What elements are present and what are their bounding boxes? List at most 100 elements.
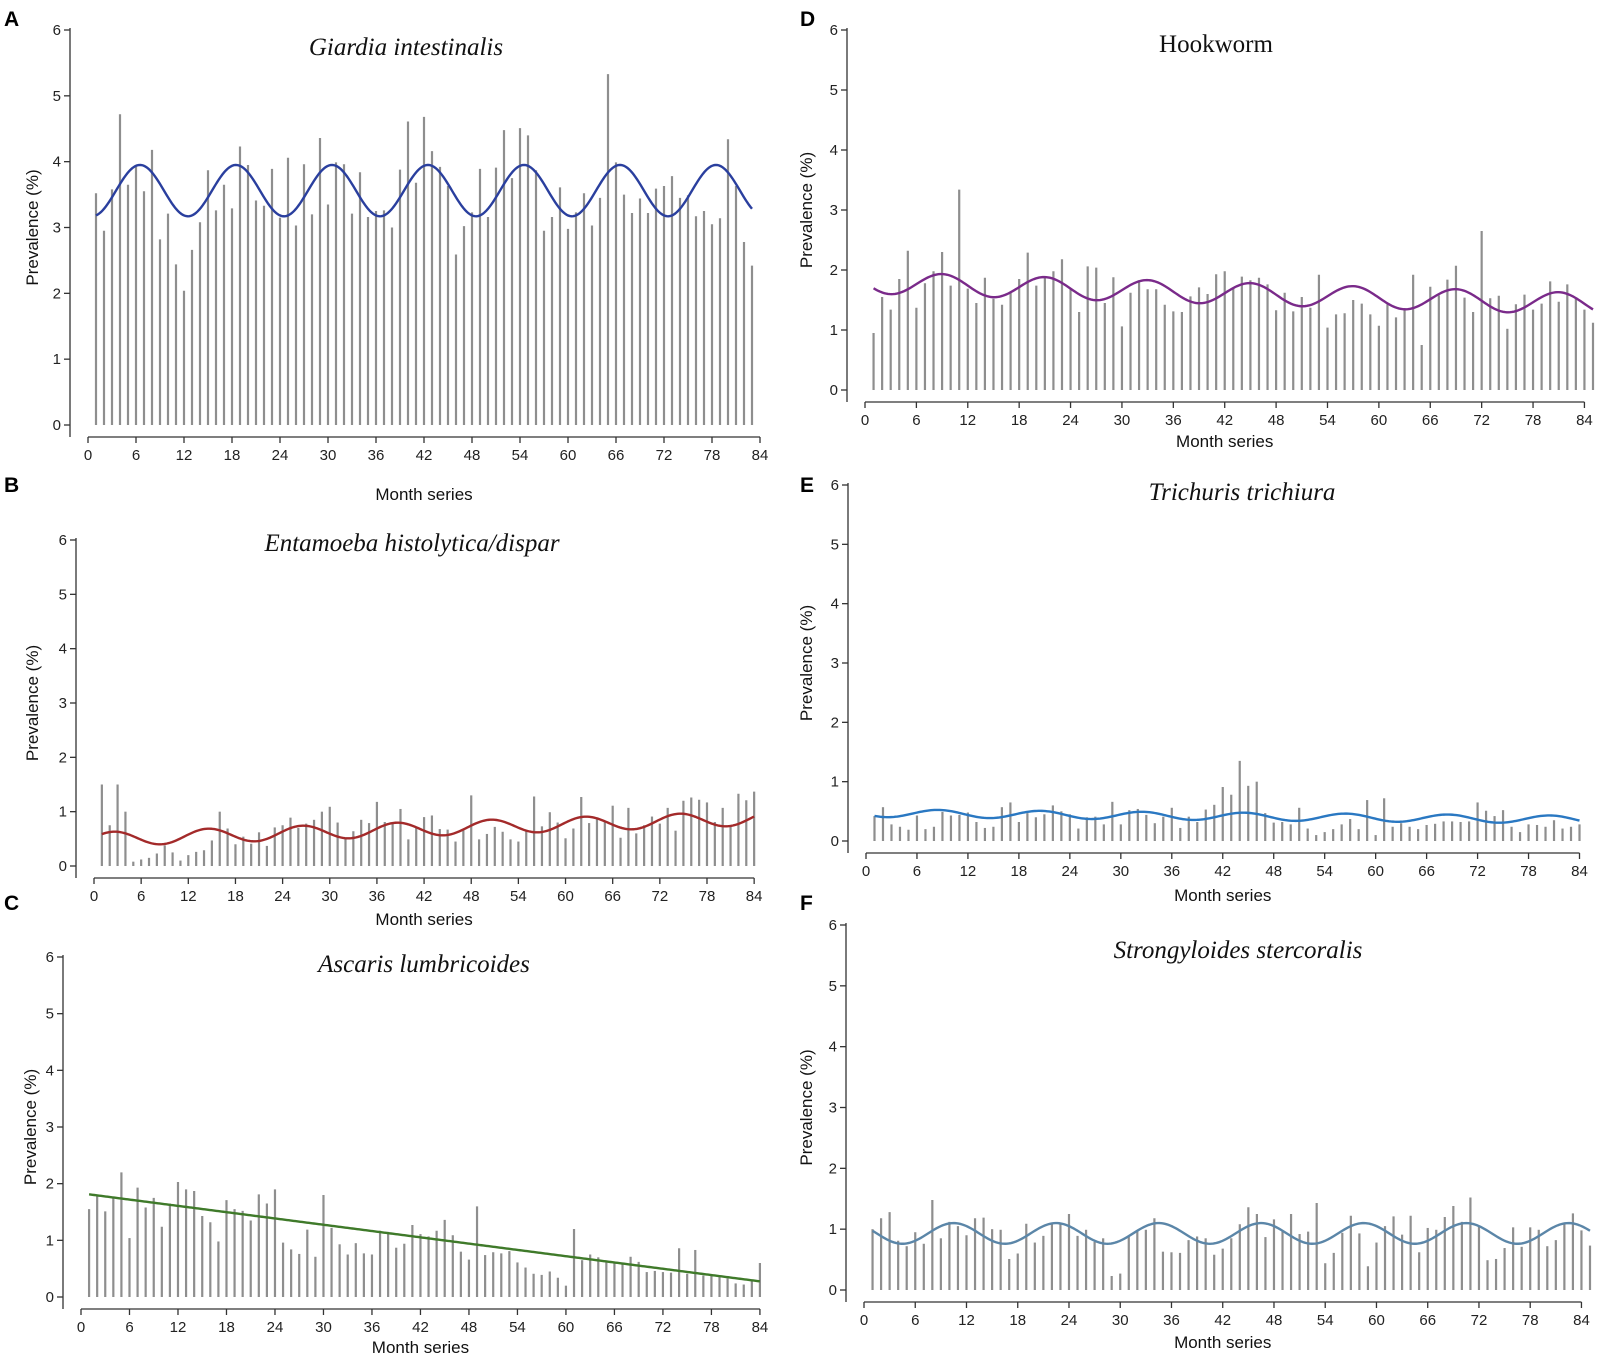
y-tick-label-c-4: 4 (46, 1062, 54, 1079)
x-tick-label-f-36: 36 (1163, 1312, 1180, 1329)
x-tick-label-d-12: 12 (959, 412, 976, 429)
x-tick-label-b-6: 6 (137, 888, 145, 905)
x-tick-label-a-36: 36 (368, 447, 385, 464)
x-tick-label-f-48: 48 (1266, 1312, 1283, 1329)
y-tick-label-c-6: 6 (46, 949, 54, 966)
x-tick-label-e-78: 78 (1520, 863, 1537, 880)
x-tick-label-b-36: 36 (369, 888, 386, 905)
x-tick-label-b-18: 18 (227, 888, 244, 905)
x-tick-label-e-24: 24 (1062, 863, 1079, 880)
y-tick-label-d-0: 0 (830, 382, 838, 399)
x-tick-label-b-54: 54 (510, 888, 527, 905)
x-tick-label-b-72: 72 (651, 888, 668, 905)
x-tick-label-e-36: 36 (1163, 863, 1180, 880)
y-tick-label-d-2: 2 (830, 262, 838, 279)
fitted-curve-f (871, 1221, 1591, 1245)
x-tick-label-e-84: 84 (1571, 863, 1588, 880)
x-tick-label-d-30: 30 (1114, 412, 1131, 429)
x-tick-label-d-6: 6 (912, 412, 920, 429)
x-tick-label-a-60: 60 (560, 447, 577, 464)
y-tick-label-e-5: 5 (831, 536, 839, 553)
x-tick-label-a-54: 54 (512, 447, 529, 464)
x-tick-label-d-78: 78 (1525, 412, 1542, 429)
y-tick-label-b-0: 0 (59, 858, 67, 875)
fitted-curve-d (872, 272, 1594, 314)
y-tick-label-f-4: 4 (829, 1039, 837, 1056)
x-tick-label-d-36: 36 (1165, 412, 1182, 429)
x-tick-label-a-84: 84 (752, 447, 769, 464)
x-tick-label-b-24: 24 (274, 888, 291, 905)
y-tick-label-f-5: 5 (829, 978, 837, 995)
y-tick-label-c-0: 0 (46, 1289, 54, 1306)
x-tick-label-b-84: 84 (746, 888, 763, 905)
y-tick-label-a-1: 1 (53, 351, 61, 368)
panel-letter-a: A (4, 8, 19, 31)
chart-title-d: Hookworm (1159, 31, 1273, 58)
panel-letter-d: D (800, 8, 815, 31)
y-tick-label-b-6: 6 (59, 532, 67, 549)
x-tick-label-f-18: 18 (1009, 1312, 1026, 1329)
x-axis-label-d: Month series (1176, 432, 1273, 451)
x-tick-label-f-78: 78 (1522, 1312, 1539, 1329)
chart-title-f: Strongyloides stercoralis (1114, 937, 1363, 964)
y-axis-label-e: Prevalence (%) (797, 605, 816, 721)
x-tick-label-a-6: 6 (132, 447, 140, 464)
y-axis-label-f: Prevalence (%) (797, 1049, 816, 1165)
x-tick-label-d-0: 0 (861, 412, 869, 429)
y-tick-label-a-6: 6 (53, 22, 61, 39)
y-tick-label-a-3: 3 (53, 220, 61, 237)
y-tick-label-e-1: 1 (831, 774, 839, 791)
x-tick-label-b-60: 60 (557, 888, 574, 905)
x-tick-label-b-48: 48 (463, 888, 480, 905)
x-tick-label-b-42: 42 (416, 888, 433, 905)
y-tick-label-d-3: 3 (830, 202, 838, 219)
x-tick-label-f-60: 60 (1368, 1312, 1385, 1329)
x-tick-label-f-24: 24 (1061, 1312, 1078, 1329)
y-tick-label-e-4: 4 (831, 596, 839, 613)
panel-letter-f: F (800, 892, 813, 915)
x-tick-label-a-24: 24 (272, 447, 289, 464)
x-axis-label-f: Month series (1174, 1333, 1271, 1352)
x-tick-label-e-60: 60 (1367, 863, 1384, 880)
y-axis-label-d: Prevalence (%) (797, 152, 816, 268)
x-tick-label-d-66: 66 (1422, 412, 1439, 429)
x-tick-label-c-78: 78 (703, 1319, 720, 1336)
x-tick-label-b-0: 0 (90, 888, 98, 905)
x-tick-label-d-48: 48 (1268, 412, 1285, 429)
y-tick-label-c-2: 2 (46, 1176, 54, 1193)
x-axis-label-a: Month series (375, 485, 472, 504)
y-tick-label-e-2: 2 (831, 714, 839, 731)
y-tick-label-d-6: 6 (830, 22, 838, 39)
chart-title-c: Ascaris lumbricoides (316, 951, 530, 978)
x-tick-label-a-78: 78 (704, 447, 721, 464)
x-tick-label-d-84: 84 (1576, 412, 1593, 429)
panel-letter-b: B (4, 474, 19, 497)
x-tick-label-f-30: 30 (1112, 1312, 1129, 1329)
y-tick-label-f-0: 0 (829, 1282, 837, 1299)
x-tick-label-c-66: 66 (606, 1319, 623, 1336)
x-tick-label-c-6: 6 (125, 1319, 133, 1336)
x-tick-label-d-72: 72 (1473, 412, 1490, 429)
y-tick-label-e-0: 0 (831, 833, 839, 850)
y-axis-label-b: Prevalence (%) (23, 645, 42, 761)
x-tick-label-c-0: 0 (77, 1319, 85, 1336)
x-tick-label-c-36: 36 (364, 1319, 381, 1336)
chart-title-e: Trichuris trichiura (1149, 479, 1336, 506)
x-tick-label-d-54: 54 (1319, 412, 1336, 429)
y-tick-label-c-1: 1 (46, 1232, 54, 1249)
x-tick-label-e-6: 6 (913, 863, 921, 880)
x-tick-label-d-18: 18 (1011, 412, 1028, 429)
x-tick-label-e-54: 54 (1316, 863, 1333, 880)
x-tick-label-a-12: 12 (176, 447, 193, 464)
y-tick-label-f-1: 1 (829, 1221, 837, 1238)
x-tick-label-d-60: 60 (1371, 412, 1388, 429)
y-tick-label-d-1: 1 (830, 322, 838, 339)
x-tick-label-f-12: 12 (958, 1312, 975, 1329)
x-tick-label-a-42: 42 (416, 447, 433, 464)
x-tick-label-e-66: 66 (1418, 863, 1435, 880)
y-tick-label-c-3: 3 (46, 1119, 54, 1136)
